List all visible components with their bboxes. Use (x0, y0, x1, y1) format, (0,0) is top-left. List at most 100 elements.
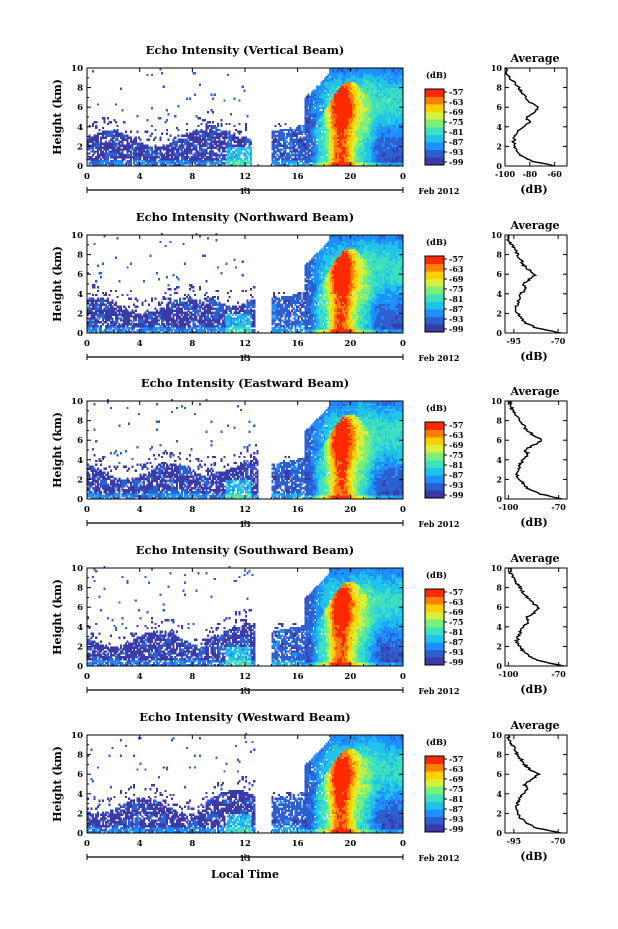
heatmap-cell (229, 123, 231, 125)
profile-x-tick-label: -80 (523, 169, 538, 179)
colorbar-tick-label: -93 (449, 147, 464, 157)
heatmap-cell (120, 306, 122, 308)
heatmap-cell (117, 296, 119, 298)
heatmap-cell (117, 237, 119, 239)
heatmap-cell (105, 292, 107, 294)
heatmap-cell (166, 133, 168, 135)
heatmap-cell (230, 113, 232, 115)
heatmap-cell (115, 302, 117, 304)
colorbar-swatch (425, 127, 444, 135)
y-axis-label: Height (km) (51, 79, 64, 155)
heatmap-cell (107, 298, 109, 300)
heatmap-cell (136, 131, 138, 133)
heatmap-cell (122, 109, 124, 111)
x-tick-label: 0 (400, 172, 406, 182)
heatmap-cell (123, 121, 125, 123)
heatmap-cell (250, 146, 252, 148)
heatmap-cell (242, 86, 244, 88)
heatmap-cell (95, 294, 97, 296)
heatmap-cell (97, 103, 99, 105)
heatmap-cell (130, 131, 132, 133)
heatmap-cell (102, 262, 104, 264)
profile-line (505, 68, 554, 166)
heatmap-cell (240, 131, 242, 133)
heatmap-cell (92, 294, 94, 296)
heatmap-cell (110, 290, 112, 292)
colorbar-tick-label: -81 (449, 127, 463, 137)
heatmap-cell (201, 123, 203, 125)
heatmap-cell (174, 137, 176, 139)
heatmap-cell (146, 131, 148, 133)
heatmap-cell (161, 133, 163, 135)
colorbar-tick-label: -57 (449, 87, 463, 97)
heatmap-cell (95, 280, 97, 282)
colorbar-tick-label: -99 (449, 157, 464, 167)
heatmap-cell (151, 133, 153, 135)
heatmap-cells (87, 233, 403, 333)
heatmap-cell (207, 111, 209, 113)
heatmap-cell (112, 317, 114, 319)
heatmap-cell (178, 129, 180, 131)
x-tick-label: 8 (189, 172, 195, 182)
heatmap-cell (110, 121, 112, 123)
heatmap-cell (100, 276, 102, 278)
heatmap-cell (151, 107, 153, 109)
colorbar (425, 89, 444, 165)
heatmap-cell (209, 121, 211, 123)
heatmap-cell (224, 99, 226, 101)
profile-frame (505, 68, 567, 166)
heatmap-cell (245, 123, 247, 125)
heatmap-cell (146, 74, 148, 76)
heatmap-cell (166, 129, 168, 131)
profile-x-tick-label: -60 (547, 169, 562, 179)
heatmap-cell (120, 88, 122, 90)
heatmap-cell (135, 137, 137, 139)
heatmap-cell (233, 125, 235, 127)
heatmap-cell (148, 139, 150, 141)
colorbar-swatch (425, 157, 444, 165)
heatmap-cell (130, 137, 132, 139)
colorbar-unit: (dB) (426, 70, 447, 81)
heatmap-cell (166, 109, 168, 111)
heatmap-cell (151, 125, 153, 127)
colorbar-swatch (425, 150, 444, 158)
heatmap-cell (151, 146, 153, 148)
heatmap-cell (186, 123, 188, 125)
heatmap-cell (210, 93, 212, 95)
heatmap-cell (194, 72, 196, 74)
profile-y-tick-label: 4 (496, 122, 502, 132)
heatmap-cell (212, 97, 214, 99)
heatmap-cell (247, 115, 249, 117)
heatmap-cell (280, 125, 282, 127)
heatmap-cell (166, 119, 168, 121)
heatmap-cell (140, 139, 142, 141)
colorbar-tick-label: -63 (449, 97, 464, 107)
heatmap-cell (117, 129, 119, 131)
heatmap-cell (115, 103, 117, 105)
heatmap-cell (189, 97, 191, 99)
colorbar-swatch (425, 135, 444, 143)
heatmap-cell (94, 243, 96, 245)
heatmap-cell (103, 117, 105, 119)
heatmap-cell (102, 127, 104, 129)
heatmap-cell (94, 284, 96, 286)
heatmap-cell (117, 125, 119, 127)
y-tick-label: 8 (77, 84, 83, 94)
x-tick-label: 20 (344, 172, 356, 182)
heatmap-cell (151, 74, 153, 76)
y-tick-label: 6 (77, 103, 83, 113)
date-label: Feb 2012 (419, 186, 460, 196)
heatmap-cell (99, 129, 101, 131)
colorbar-swatch (425, 112, 444, 120)
y-tick-label: 4 (77, 123, 83, 133)
heatmap-cell (178, 105, 180, 107)
heatmap-cell (225, 123, 227, 125)
heatmap-cell (107, 117, 109, 119)
colorbar-swatch (425, 142, 444, 150)
profile-y-tick-label: 6 (496, 102, 502, 112)
heatmap-cell (199, 117, 201, 119)
profile-y-tick-label: 8 (496, 83, 502, 93)
heatmap-cell (95, 121, 97, 123)
panel-title: Echo Intensity (Vertical Beam) (146, 43, 345, 57)
heatmap-cell (229, 131, 231, 133)
